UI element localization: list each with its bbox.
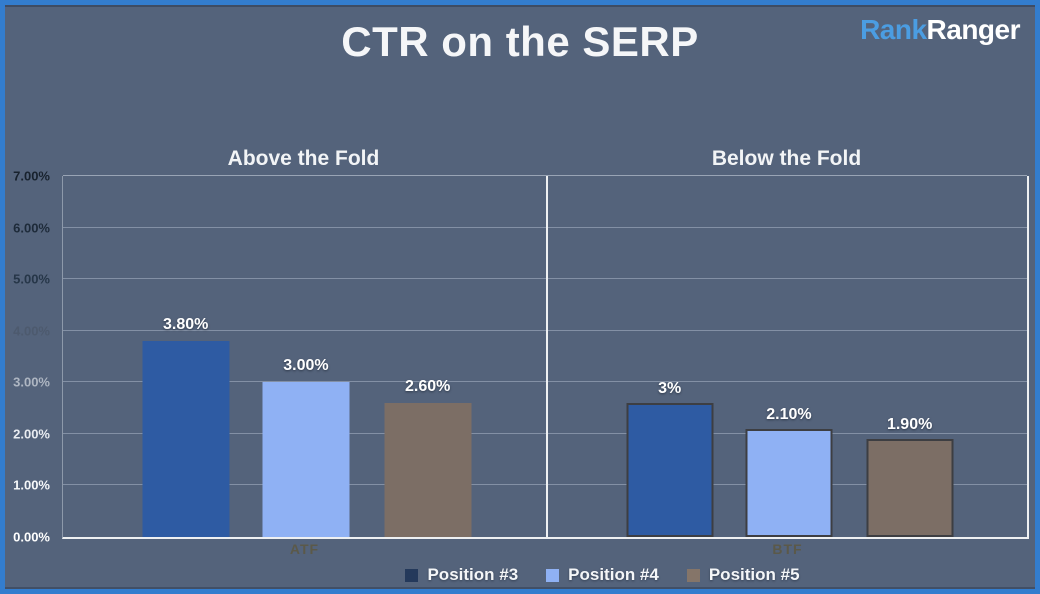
y-tick-label: 5.00% — [13, 271, 50, 287]
gridline — [63, 329, 1027, 331]
panel-above-the-fold: 3.80% 3.00% 2.60% — [63, 176, 546, 537]
logo-part-rank: Rank — [860, 14, 927, 45]
gridline — [63, 484, 1027, 486]
bar-atf-position-3: 3.80% — [142, 316, 230, 537]
x-axis-label-atf: ATF — [289, 541, 320, 557]
y-tick-label: 1.00% — [13, 477, 50, 493]
logo-part-ranger: Ranger — [926, 14, 1021, 45]
y-axis-tick-labels: 7.00% 6.00% 5.00% 4.00% 3.00% 2.00% 1.00% 0.00% — [0, 169, 58, 545]
gridline — [63, 278, 1027, 280]
legend-item-position-4: Position #4 — [546, 565, 659, 585]
bottom-inner-shadow — [5, 587, 1035, 589]
rankranger-logo: RankRanger — [860, 14, 1020, 46]
y-tick-label: 4.00% — [13, 323, 50, 339]
bar-btf-position-5: 1.90% — [866, 416, 954, 537]
bar-value-label: 2.10% — [766, 405, 812, 423]
page-title: CTR on the SERP — [341, 18, 699, 65]
chart-plot-area: 3.80% 3.00% 2.60% 3% 2.10% 1.90% ATF BTF — [62, 175, 1029, 557]
y-tick-label: 3.00% — [13, 374, 50, 390]
chart-legend: Position #3 Position #4 Position #5 — [165, 565, 1040, 585]
legend-swatch-position-3 — [405, 568, 419, 582]
gridline — [63, 226, 1027, 228]
legend-label: Position #5 — [708, 565, 800, 584]
gridline — [63, 381, 1027, 383]
y-tick-label: 7.00% — [13, 168, 50, 184]
bar-btf-position-3: 3% — [626, 380, 714, 537]
bar-value-label: 2.60% — [404, 377, 451, 395]
y-tick-label: 2.00% — [13, 426, 50, 442]
bar-value-label: 3.00% — [283, 357, 329, 375]
bar-atf-position-5: 2.60% — [384, 378, 472, 537]
bar-value-label: 1.90% — [886, 416, 933, 434]
top-inner-shadow — [5, 5, 1035, 7]
panel-below-the-fold: 3% 2.10% 1.90% — [548, 176, 1027, 537]
y-tick-label: 0.00% — [13, 529, 50, 545]
legend-item-position-3: Position #3 — [405, 565, 518, 585]
panel-title-below-the-fold: Below the Fold — [711, 147, 862, 170]
legend-label: Position #4 — [568, 565, 659, 584]
legend-swatch-position-4 — [546, 568, 560, 582]
gridline — [63, 432, 1027, 434]
legend-swatch-position-5 — [686, 568, 700, 582]
y-tick-label: 6.00% — [13, 220, 50, 236]
gridline — [63, 175, 1027, 176]
bar-btf-position-4: 2.10% — [745, 406, 833, 537]
legend-item-position-5: Position #5 — [686, 565, 800, 585]
legend-label: Position #3 — [427, 565, 519, 584]
panel-title-above-the-fold: Above the Fold — [227, 147, 380, 170]
bar-value-label: 3.80% — [162, 316, 209, 334]
bar-atf-position-4: 3.00% — [262, 357, 350, 537]
x-axis-label-btf: BTF — [772, 541, 803, 557]
bar-value-label: 3% — [658, 379, 682, 397]
panel-divider-line — [546, 176, 548, 537]
